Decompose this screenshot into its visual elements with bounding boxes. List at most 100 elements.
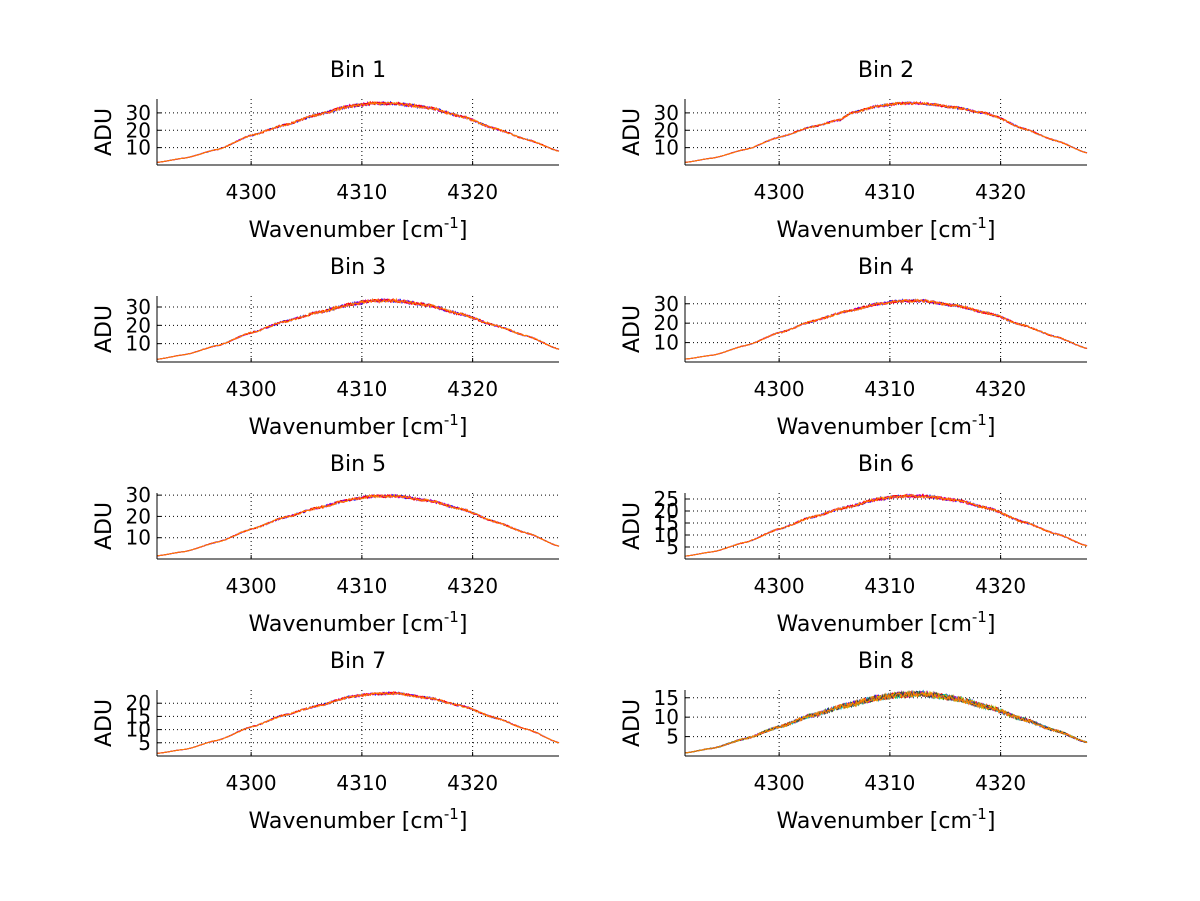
series-line [156,297,560,360]
y-axis-label: ADU [92,305,117,353]
plot-area [157,493,559,559]
x-tick-label: 4310 [864,377,915,401]
x-axis-label: Wavenumber [cm-1] [249,608,468,637]
series-line [684,101,1088,163]
plot-area [685,493,1087,559]
x-axis-label-main: Wavenumber [cm [249,218,444,243]
y-tick-label: 15 [654,686,679,710]
series-line [684,689,1088,754]
series-line [684,493,1088,557]
chart-title: Bin 3 [330,255,386,280]
chart-title: Bin 4 [858,255,914,280]
x-axis-label-main: Wavenumber [cm [777,809,972,834]
plot-area [685,296,1087,362]
x-tick-label: 4320 [447,574,498,598]
plot-area [685,690,1087,756]
plot-area [157,99,559,165]
y-tick-label: 30 [654,292,679,316]
chart-title: Bin 6 [858,452,914,477]
x-axis-label: Wavenumber [cm-1] [249,214,468,243]
x-axis-label: Wavenumber [cm-1] [249,411,468,440]
y-axis-label: ADU [92,108,117,156]
series-line [156,690,560,754]
plot-area [157,690,559,756]
x-tick-label: 4320 [447,771,498,795]
x-tick-label: 4310 [336,574,387,598]
chart-title: Bin 8 [858,649,914,674]
x-axis-label-end: ] [987,415,996,440]
y-tick-label: 20 [654,118,679,142]
y-axis-label: ADU [620,305,645,353]
x-tick-label: 4310 [864,574,915,598]
y-axis-label: ADU [620,699,645,747]
y-tick-label: 10 [126,332,151,356]
x-tick-label: 4300 [226,377,277,401]
chart-title: Bin 2 [858,58,914,83]
y-tick-label: 20 [126,313,151,337]
x-tick-label: 4320 [975,771,1026,795]
x-axis-label-superscript: -1 [972,411,987,429]
y-axis-label: ADU [92,502,117,550]
x-axis-label-superscript: -1 [972,608,987,626]
x-axis-label-superscript: -1 [444,214,459,232]
x-tick-label: 4300 [226,771,277,795]
y-tick-label: 30 [654,101,679,125]
x-axis-label-end: ] [987,218,996,243]
y-tick-label: 10 [654,705,679,729]
x-axis-label-superscript: -1 [444,411,459,429]
y-axis-label: ADU [620,502,645,550]
y-tick-label: 10 [654,523,679,547]
x-axis-label-superscript: -1 [972,214,987,232]
x-axis-label-end: ] [459,809,468,834]
y-tick-label: 5 [666,725,679,749]
x-tick-label: 4310 [336,377,387,401]
y-tick-label: 30 [126,483,151,507]
plot-area [157,296,559,362]
x-tick-label: 4310 [336,180,387,204]
x-axis-label: Wavenumber [cm-1] [249,805,468,834]
x-axis-label-main: Wavenumber [cm [249,809,444,834]
x-tick-label: 4320 [975,574,1026,598]
x-tick-label: 4300 [754,377,805,401]
y-tick-label: 25 [654,487,679,511]
x-tick-label: 4320 [975,377,1026,401]
chart-title: Bin 7 [330,649,386,674]
y-tick-label: 30 [126,295,151,319]
y-tick-label: 30 [126,101,151,125]
x-tick-label: 4320 [447,180,498,204]
y-tick-label: 10 [654,136,679,160]
y-tick-label: 15 [126,704,151,728]
x-axis-label-main: Wavenumber [cm [249,612,444,637]
x-axis-label-superscript: -1 [972,805,987,823]
y-tick-label: 5 [666,535,679,559]
y-tick-label: 10 [654,331,679,355]
x-axis-label: Wavenumber [cm-1] [777,805,996,834]
plot-area [685,99,1087,165]
x-axis-label-main: Wavenumber [cm [777,612,972,637]
y-tick-label: 5 [138,731,151,755]
series-line [157,493,560,557]
x-axis-label-superscript: -1 [444,608,459,626]
chart-title: Bin 1 [330,58,386,83]
x-tick-label: 4300 [226,180,277,204]
x-axis-label-main: Wavenumber [cm [777,218,972,243]
y-tick-label: 20 [126,691,151,715]
y-tick-label: 20 [126,118,151,142]
x-tick-label: 4320 [447,377,498,401]
x-tick-label: 4310 [864,180,915,204]
x-tick-label: 4310 [864,771,915,795]
chart-title: Bin 5 [330,452,386,477]
y-axis-label: ADU [620,108,645,156]
x-axis-label-end: ] [987,612,996,637]
x-axis-label-end: ] [459,612,468,637]
y-tick-label: 10 [126,136,151,160]
x-axis-label-superscript: -1 [444,805,459,823]
x-axis-label: Wavenumber [cm-1] [777,608,996,637]
y-axis-label: ADU [92,699,117,747]
